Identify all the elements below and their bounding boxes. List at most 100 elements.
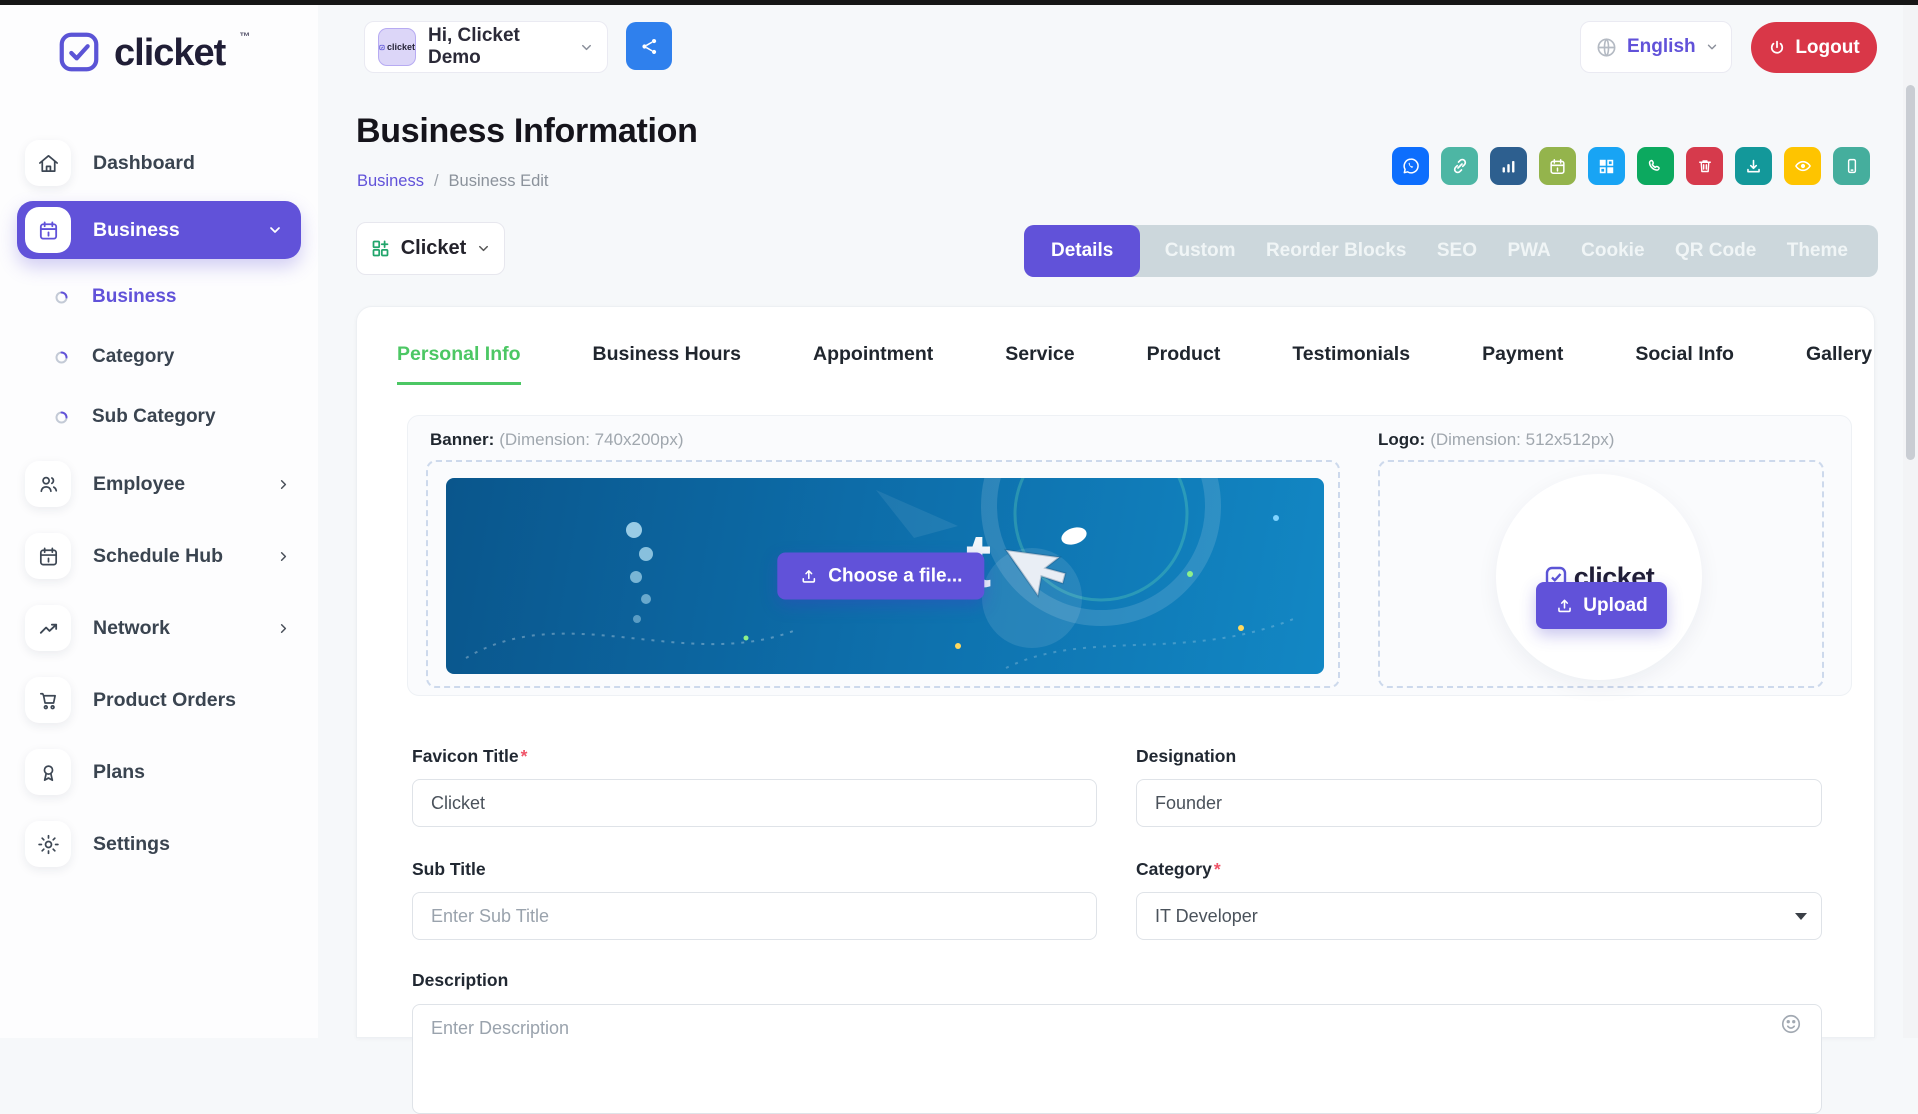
preview-button[interactable] [1784, 147, 1821, 185]
sidebar-subitem-business[interactable]: Business [55, 283, 301, 311]
award-icon [25, 749, 71, 795]
tab-custom[interactable]: Custom [1164, 240, 1236, 261]
sidebar-item-network[interactable]: Network [17, 604, 301, 652]
logo-dropzone[interactable]: clicket Upload [1378, 460, 1824, 688]
sidebar-item-employee[interactable]: Employee [17, 460, 301, 508]
upload-icon [799, 567, 818, 586]
page-title: Business Information [356, 112, 698, 150]
phone-icon [1646, 157, 1665, 176]
qr-code-button[interactable] [1588, 147, 1625, 185]
mobile-icon [1843, 157, 1861, 175]
calendar-icon [1548, 157, 1567, 176]
sidebar-item-label: Network [93, 616, 170, 639]
progress-circle-icon [55, 351, 68, 364]
tab-service[interactable]: Service [1005, 343, 1075, 365]
sidebar-item-schedule-hub[interactable]: Schedule Hub [17, 532, 301, 580]
grid-plus-icon [370, 238, 391, 259]
sidebar-item-plans[interactable]: Plans [17, 748, 301, 796]
mobile-preview-button[interactable] [1833, 147, 1870, 185]
brand-logo[interactable]: clicket ™ [56, 29, 250, 77]
sidebar-item-label: Settings [93, 832, 170, 855]
sub-title-input[interactable] [412, 892, 1097, 940]
brand-name: clicket [114, 32, 226, 74]
brand-check-icon [56, 29, 102, 75]
progress-circle-icon [55, 411, 68, 424]
favicon-title-input[interactable] [412, 779, 1097, 827]
tab-payment[interactable]: Payment [1482, 343, 1564, 365]
calendar-icon [25, 207, 71, 253]
chevron-right-icon [276, 477, 291, 492]
eye-icon [1793, 156, 1813, 176]
tab-qr-code[interactable]: QR Code [1674, 240, 1757, 261]
calendar-button[interactable] [1539, 147, 1576, 185]
sidebar-item-label: Product Orders [93, 688, 237, 711]
home-icon [25, 140, 71, 186]
user-greeting: Hi, Clicket Demo [428, 25, 520, 68]
tab-product[interactable]: Product [1146, 343, 1221, 365]
tab-details[interactable]: Details [1024, 225, 1141, 277]
sidebar-subitem-label: Category [92, 346, 175, 367]
chevron-down-icon [579, 40, 594, 55]
business-selector-dropdown[interactable]: Clicket [356, 222, 505, 275]
tab-gallery[interactable]: Gallery [1805, 343, 1873, 365]
breadcrumb-business-link[interactable]: Business [357, 172, 424, 190]
download-button[interactable] [1735, 147, 1772, 185]
tab-pwa[interactable]: PWA [1507, 240, 1551, 261]
tab-appointment[interactable]: Appointment [813, 343, 934, 365]
description-textarea[interactable] [412, 1004, 1822, 1114]
analytics-button[interactable] [1490, 147, 1527, 185]
sidebar-subitem-sub-category[interactable]: Sub Category [55, 403, 301, 431]
copy-link-button[interactable] [1441, 147, 1478, 185]
sidebar-subitem-category[interactable]: Category [55, 343, 301, 371]
sidebar-item-business[interactable]: Business [17, 201, 301, 259]
emoji-picker-icon[interactable] [1780, 1013, 1802, 1035]
avatar-brand-text: clicket [386, 42, 415, 52]
logo-label: Logo: [1378, 430, 1426, 449]
logo-section-label: Logo: (Dimension: 512x512px) [1378, 430, 1614, 450]
avatar: clicket [378, 28, 416, 66]
sidebar-item-settings[interactable]: Settings [17, 820, 301, 868]
sidebar-item-dashboard[interactable]: Dashboard [17, 139, 301, 187]
upload-icon [1555, 596, 1574, 615]
category-select[interactable] [1136, 892, 1822, 940]
banner-label: Banner: [430, 430, 495, 449]
tab-cookie[interactable]: Cookie [1581, 240, 1645, 261]
tab-testimonials[interactable]: Testimonials [1292, 343, 1411, 365]
bar-chart-icon [1499, 157, 1518, 176]
sidebar-item-product-orders[interactable]: Product Orders [17, 676, 301, 724]
sidebar-item-label: Schedule Hub [93, 544, 224, 567]
tab-business-hours[interactable]: Business Hours [592, 343, 741, 365]
tab-reorder-blocks[interactable]: Reorder Blocks [1265, 240, 1407, 261]
breadcrumb-separator: / [433, 172, 439, 190]
cart-icon [25, 677, 71, 723]
banner-dimension-note: (Dimension: 740x200px) [499, 430, 684, 449]
designation-input[interactable] [1136, 779, 1822, 827]
download-icon [1744, 157, 1763, 176]
chevron-down-icon [267, 222, 283, 238]
sidebar-item-label: Dashboard [93, 151, 195, 174]
user-menu[interactable]: clicket Hi, Clicket Demo [364, 21, 608, 73]
tab-theme[interactable]: Theme [1786, 240, 1848, 261]
share-button[interactable] [626, 22, 672, 70]
language-selector[interactable]: English [1580, 21, 1732, 73]
tab-personal-info[interactable]: Personal Info [397, 343, 521, 385]
call-button[interactable] [1637, 147, 1674, 185]
logo-upload-button[interactable]: Upload [1536, 582, 1667, 629]
delete-button[interactable] [1686, 147, 1723, 185]
breadcrumb-current: Business Edit [448, 172, 549, 190]
logout-button[interactable]: Logout [1751, 22, 1877, 73]
progress-circle-icon [55, 291, 68, 304]
tab-social-info[interactable]: Social Info [1635, 343, 1734, 365]
brand-trademark: ™ [239, 31, 251, 43]
sidebar-item-label: Business [93, 218, 180, 241]
whatsapp-button[interactable] [1392, 147, 1429, 185]
sub-title-label: Sub Title [412, 859, 486, 879]
scrollbar-thumb[interactable] [1906, 85, 1915, 460]
choose-file-button[interactable]: Choose a file... [777, 552, 985, 600]
tab-seo[interactable]: SEO [1436, 240, 1477, 261]
sidebar: clicket ™ Dashboard Business [0, 5, 318, 1038]
required-asterisk: * [520, 746, 528, 766]
users-icon [25, 461, 71, 507]
chevron-right-icon [276, 549, 291, 564]
banner-dropzone[interactable]: t Choose a file... [426, 460, 1340, 688]
